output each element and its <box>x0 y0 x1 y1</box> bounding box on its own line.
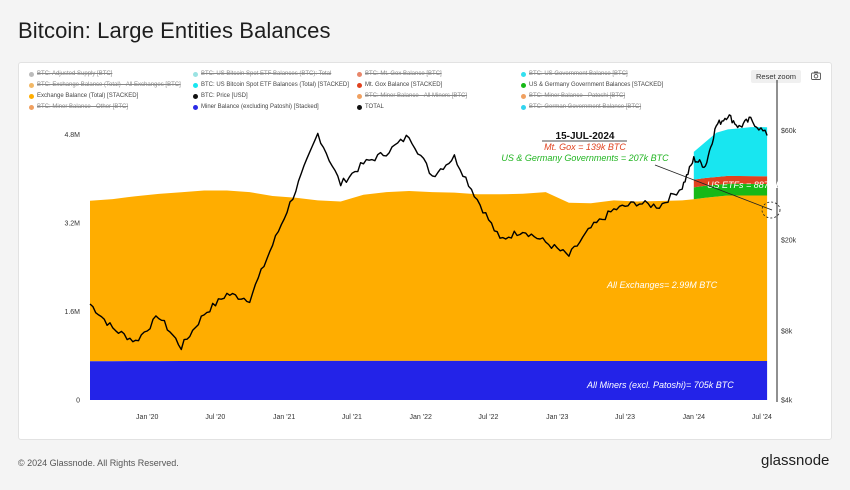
x-tick-label: Jan '24 <box>683 414 705 421</box>
y-right-tick-label: $60k <box>781 128 797 135</box>
etf-area <box>693 127 768 180</box>
annotation-mtgox: Mt. Gox = 139k BTC <box>544 142 626 152</box>
legend-item[interactable]: US & Germany Government Balances [STACKE… <box>521 80 663 91</box>
legend-item[interactable]: TOTAL <box>357 102 384 113</box>
legend-swatch <box>521 83 526 88</box>
glassnode-logo: glassnode <box>761 452 830 469</box>
legend-label: TOTAL <box>365 104 384 110</box>
legend-label: BTC: Miner Balance - Other [BTC] <box>37 104 129 110</box>
legend-item[interactable]: BTC: Exchange Balance (Total) - All Exch… <box>29 80 181 91</box>
legend-label: BTC: US Bitcoin Spot ETF Balances (Total… <box>201 82 349 88</box>
x-tick-label: Jan '23 <box>546 414 568 421</box>
miners-area <box>90 360 768 400</box>
legend-swatch <box>193 94 198 99</box>
legend-label: Miner Balance (excluding Patoshi) [Stack… <box>201 104 319 110</box>
legend-item[interactable]: BTC: Miner Balance - Other [BTC] <box>29 102 128 113</box>
axes: Jan '20 Jul '20 Jan '21 Jul '21 Jan '22 Jul '… <box>64 80 797 421</box>
legend-label: BTC: Adjusted Supply [BTC] <box>37 71 113 77</box>
legend-item[interactable]: BTC: US Bitcoin Spot ETF Balances (BTC):… <box>193 69 331 80</box>
page-title: Bitcoin: Large Entities Balances <box>18 18 331 43</box>
y-right-tick-label: $4k <box>781 398 793 405</box>
legend-item[interactable]: BTC: Mt. Gox Balance [BTC] <box>357 69 442 80</box>
x-tick-label: Jan '22 <box>410 414 432 421</box>
y-right-tick-label: $20k <box>781 237 797 244</box>
legend-item[interactable]: BTC: Miner Balance - All Miners [BTC] <box>357 91 467 102</box>
legend-label: BTC: Mt. Gox Balance [BTC] <box>365 71 442 77</box>
y-right-tick-label: $8k <box>781 328 793 335</box>
legend-swatch <box>357 83 362 88</box>
y-left-tick-label: 4.8M <box>64 132 80 139</box>
legend-swatch <box>29 83 34 88</box>
legend-label: BTC: German Government Balance [BTC] <box>529 104 642 110</box>
legend-swatch <box>193 105 198 110</box>
legend-item[interactable]: Mt. Gox Balance [STACKED] <box>357 80 442 91</box>
price-line <box>89 114 768 351</box>
legend-item[interactable]: BTC: Adjusted Supply [BTC] <box>29 69 112 80</box>
y-left-tick-label: 1.6M <box>64 309 80 316</box>
legend-swatch <box>193 83 198 88</box>
annotation-exchanges: All Exchanges= 2.99M BTC <box>606 280 718 290</box>
annotation-miners: All Miners (excl. Patoshi)= 705k BTC <box>586 380 734 390</box>
legend-swatch <box>29 72 34 77</box>
legend-item[interactable]: Exchange Balance (Total) [STACKED] <box>29 91 138 102</box>
x-tick-label: Jul '24 <box>752 414 772 421</box>
legend-swatch <box>521 94 526 99</box>
reset-zoom-button[interactable]: Reset zoom <box>751 70 802 83</box>
legend-swatch <box>357 94 362 99</box>
x-tick-label: Jan '21 <box>273 414 295 421</box>
legend-swatch <box>521 72 526 77</box>
legend-label: Mt. Gox Balance [STACKED] <box>365 82 443 88</box>
legend-item[interactable]: BTC: US Government Balance [BTC] <box>521 69 628 80</box>
price-layer <box>89 114 768 351</box>
legend-label: BTC: Miner Balance - All Miners [BTC] <box>365 93 468 99</box>
legend-label: BTC: US Government Balance [BTC] <box>529 71 628 77</box>
area-layers <box>90 127 768 400</box>
x-tick-label: Jul '20 <box>205 414 225 421</box>
us-germany-area <box>693 183 768 200</box>
legend-swatch <box>29 94 34 99</box>
legend-label: BTC: Price [USD] <box>201 93 248 99</box>
x-tick-label: Jul '21 <box>342 414 362 421</box>
annotation-pointer <box>654 164 773 211</box>
legend-item[interactable]: BTC: US Bitcoin Spot ETF Balances (Total… <box>193 80 349 91</box>
x-tick-label: Jan '20 <box>136 414 158 421</box>
x-tick-label: Jul '23 <box>615 414 635 421</box>
legend-swatch <box>521 105 526 110</box>
legend-swatch <box>193 72 198 77</box>
copyright-text: © 2024 Glassnode. All Rights Reserved. <box>18 458 179 468</box>
camera-icon[interactable] <box>811 71 821 80</box>
legend-label: Exchange Balance (Total) [STACKED] <box>37 93 139 99</box>
exchanges-area <box>90 190 768 362</box>
legend-item[interactable]: BTC: Miner Balance - Patoshi [BTC] <box>521 91 625 102</box>
annotation-etf: US ETFs = 887k BTC <box>707 180 794 190</box>
legend-item[interactable]: BTC: Price [USD] <box>193 91 248 102</box>
legend-swatch <box>357 105 362 110</box>
mtgox-area <box>693 175 768 188</box>
y-left-tick-label: 0 <box>76 398 80 405</box>
legend-label: US & Germany Government Balances [STACKE… <box>529 82 664 88</box>
legend-label: BTC: Miner Balance - Patoshi [BTC] <box>529 93 626 99</box>
legend-swatch <box>29 105 34 110</box>
annotation-circle <box>761 201 781 219</box>
annotation-date: 15-JUL-2024 <box>556 131 615 142</box>
legend-swatch <box>357 72 362 77</box>
y-left-tick-label: 3.2M <box>64 220 80 227</box>
legend-item[interactable]: BTC: German Government Balance [BTC] <box>521 102 641 113</box>
legend-label: BTC: US Bitcoin Spot ETF Balances (BTC):… <box>201 71 332 77</box>
x-tick-label: Jul '22 <box>478 414 498 421</box>
legend-item[interactable]: Miner Balance (excluding Patoshi) [Stack… <box>193 102 319 113</box>
legend-label: BTC: Exchange Balance (Total) - All Exch… <box>37 82 181 88</box>
annotation-us-germany: US & Germany Governments = 207k BTC <box>501 153 669 163</box>
